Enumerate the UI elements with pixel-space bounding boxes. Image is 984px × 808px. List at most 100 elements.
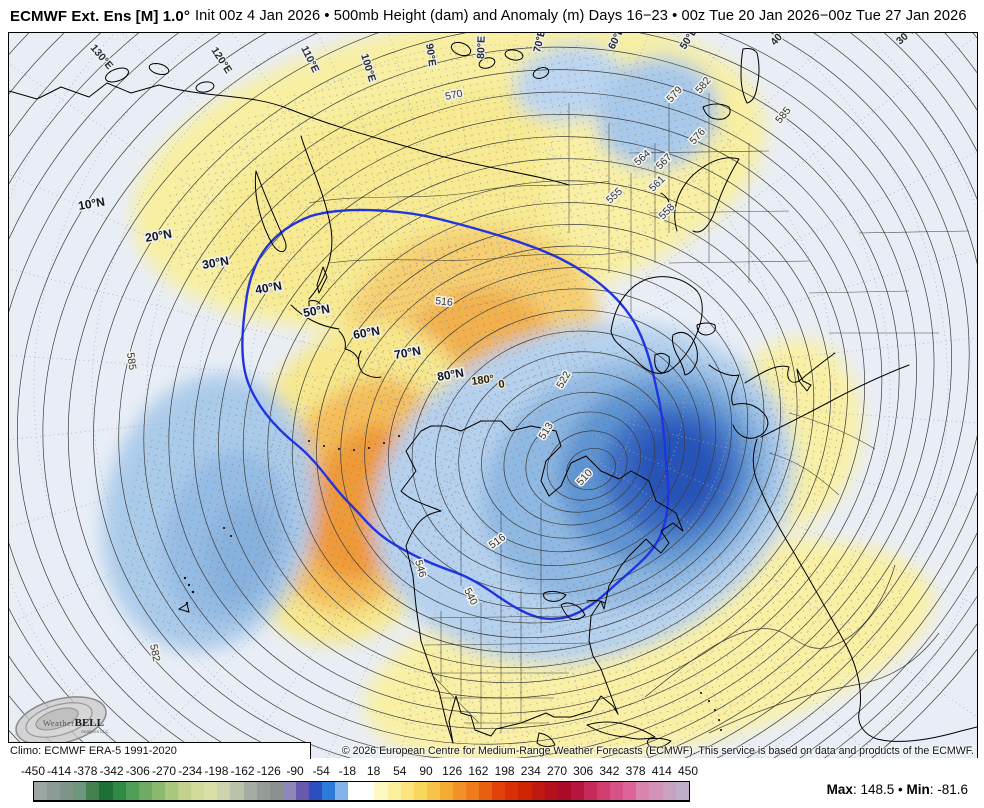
longitude-label: 80°E	[475, 36, 488, 59]
colorbar-cell	[675, 782, 689, 800]
colorbar-cell	[492, 782, 506, 800]
pole-meridian-label: 180°	[471, 373, 495, 388]
latitude-label: 20°N	[144, 227, 173, 245]
colorbar-tick: 126	[442, 764, 463, 778]
colorbar-cell	[191, 782, 205, 800]
extra-contours	[644, 564, 940, 734]
colorbar-cell	[426, 782, 440, 800]
island-dots	[177, 435, 722, 731]
title-model: ECMWF Ext. Ens [M] 1.0°	[10, 7, 190, 25]
colorbar-tick: -90	[286, 764, 304, 778]
weatherbell-logo: WeatherBELL Analytics LLC	[15, 696, 109, 746]
colorbar-tick: -126	[256, 764, 281, 778]
colorbar-tick: -450	[20, 764, 46, 778]
colorbar-tick: 450	[677, 764, 699, 778]
colorbar-tick: -306	[125, 764, 150, 778]
colorbar-cell	[583, 782, 598, 800]
colorbar-tick: -162	[230, 764, 255, 778]
colorbar-tick: -414	[47, 764, 72, 778]
latitude-label: 70°N	[393, 344, 422, 362]
colorbar-cell	[361, 782, 375, 800]
contour-label: 585	[124, 352, 138, 371]
contour-label: 570	[444, 88, 464, 103]
colorbar-cell	[335, 782, 349, 800]
colorbar-cell	[662, 782, 676, 800]
colorbar-cell	[623, 782, 637, 800]
colorbar-cell	[374, 782, 388, 800]
highlight-contour-552	[241, 208, 670, 621]
colorbar-cell	[557, 782, 571, 800]
height-contours	[9, 33, 977, 759]
colorbar-cell	[112, 782, 126, 800]
pole-meridian-label: 0	[498, 378, 506, 391]
colorbar-cell	[204, 782, 218, 800]
colorbar	[33, 781, 690, 802]
colorbar-cell	[34, 782, 48, 800]
colorbar-tick: -18	[338, 764, 357, 778]
colorbar-area: -450 -414 -378 -342 -306 -270 -234 -198 -162 -126…	[0, 758, 984, 808]
title-details: Init 00z 4 Jan 2026 • 500mb Height (dam)…	[194, 8, 967, 24]
svg-text:Analytics LLC: Analytics LLC	[81, 729, 109, 734]
colorbar-tick: 198	[494, 764, 515, 778]
colorbar-cell	[479, 782, 493, 800]
colorbar-cell	[597, 782, 611, 800]
colorbar-tick: -198	[204, 764, 229, 778]
colorbar-cell	[125, 782, 139, 800]
colorbar-cell	[99, 782, 113, 800]
climo-text: Climo: ECMWF ERA-5 1991-2020	[10, 745, 177, 757]
climo-note: Climo: ECMWF ERA-5 1991-2020	[8, 742, 311, 759]
colorbar-cell	[86, 782, 100, 800]
colorbar-cell	[151, 782, 165, 800]
colorbar-cell	[73, 782, 87, 800]
copyright-note: © 2026 European Centre for Medium-Range …	[341, 745, 974, 757]
min-label: Min	[906, 782, 930, 797]
political-borders	[308, 93, 970, 733]
colorbar-cell	[230, 782, 244, 800]
colorbar-cell	[570, 782, 584, 800]
colorbar-cell	[453, 782, 467, 800]
colorbar-cell	[295, 782, 309, 800]
colorbar-cell	[322, 782, 336, 800]
colorbar-cell	[544, 782, 558, 800]
colorbar-cell	[531, 782, 545, 800]
latitude-label: 80°N	[436, 366, 465, 384]
colorbar-cell	[47, 782, 61, 800]
latitude-label: 10°N	[77, 195, 106, 213]
colorbar-cell	[178, 782, 192, 800]
max-label: Max	[826, 782, 853, 797]
colorbar-cell	[636, 782, 650, 800]
longitude-label: 90°E	[423, 43, 438, 67]
colorbar-tick: 90	[419, 764, 433, 778]
max-min-readout: Max: 148.5 • Min: -81.6	[826, 782, 968, 797]
colorbar-tick: 18	[366, 764, 381, 778]
colorbar-tick: -234	[178, 764, 203, 778]
colorbar-cell	[439, 782, 453, 800]
colorbar-cell	[610, 782, 624, 800]
colorbar-tick: 54	[393, 764, 407, 778]
graticule-grid	[9, 33, 977, 759]
contour-label: 516	[435, 295, 454, 309]
colorbar-tick: 270	[546, 764, 568, 778]
colorbar-tick: 414	[651, 764, 672, 778]
colorbar-cell	[282, 782, 296, 800]
colorbar-cell	[518, 782, 532, 800]
colorbar-tick: -378	[73, 764, 98, 778]
colorbar-cell	[400, 782, 414, 800]
latitude-label: 60°N	[352, 324, 381, 342]
colorbar-cell	[60, 782, 74, 800]
colorbar-tick: -270	[151, 764, 177, 778]
colorbar-tick: 162	[468, 764, 489, 778]
colorbar-tick: 306	[573, 764, 594, 778]
colorbar-tick: 342	[599, 764, 620, 778]
colorbar-tick-labels: -450 -414 -378 -342 -306 -270 -234 -198 -162 -126…	[0, 764, 984, 778]
colorbar-cell	[269, 782, 283, 800]
colorbar-tick: 378	[625, 764, 646, 778]
colorbar-cell	[505, 782, 519, 800]
title-bar: ECMWF Ext. Ens [M] 1.0° Init 00z 4 Jan 2…	[0, 0, 984, 32]
colorbar-cell	[217, 782, 231, 800]
latitude-label: 40°N	[254, 279, 283, 297]
colorbar-cell	[138, 782, 152, 800]
logo-text: WeatherBELL	[43, 717, 104, 729]
